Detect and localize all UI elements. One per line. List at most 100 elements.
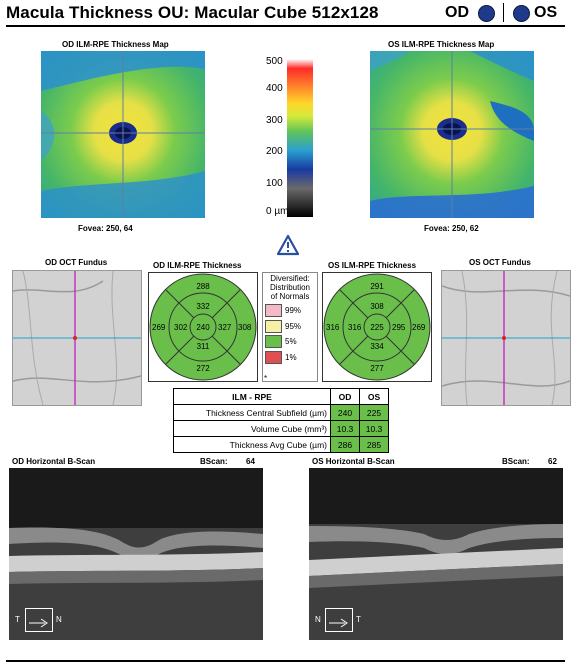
legend-item-99: 99% [265,303,315,319]
table-row: Thickness Avg Cube (µm) 286 285 [173,436,389,453]
od-etdrs-rings [148,272,258,382]
od-bscan-image[interactable]: T N [9,468,263,640]
row-od-volume-cube: 10.3 [330,420,360,437]
od-etdrs-outer-right: 308 [238,323,252,332]
table-header-os: OS [359,388,389,405]
os-etdrs-inner-bottom: 334 [370,342,384,351]
os-etdrs-title: OS ILM-RPE Thickness [328,261,417,270]
table-header-row: ILM - RPE OD OS [173,388,389,405]
os-thickness-map[interactable] [370,51,534,218]
os-etdrs-outer-top: 291 [370,282,384,291]
legend-swatch-5 [265,335,282,349]
legend-title-2: Distribution [269,283,310,292]
warning-triangle-icon [276,234,300,261]
os-bscan-value: 62 [548,457,557,466]
scale-tick-200: 200 [266,146,283,157]
row-label-volume-cube: Volume Cube (mm³) [173,420,331,437]
legend-item-5: 5% [265,334,315,350]
row-os-volume-cube: 10.3 [359,420,389,437]
os-etdrs-outer-bottom: 277 [370,364,384,373]
od-bscan-label: BScan: [200,457,228,466]
os-bscan-orient-left: N [315,615,321,624]
od-thickness-map[interactable] [41,51,205,218]
os-arrow-right-icon [329,615,349,633]
od-etdrs-inner-bottom: 311 [196,342,210,351]
os-etdrs-outer-right: 269 [412,323,426,332]
os-etdrs-center: 225 [370,323,384,332]
legend-swatch-99 [265,304,282,318]
row-label-central-subfield: Thickness Central Subfield (µm) [173,404,331,421]
os-fundus-title: OS OCT Fundus [469,258,531,267]
legend-swatch-1 [265,350,282,364]
od-bscan-value: 64 [246,457,255,466]
thickness-color-scale [287,59,313,217]
legend-item-95: 95% [265,319,315,335]
os-bscan-label: BScan: [502,457,530,466]
scale-tick-400: 400 [266,83,283,94]
legend-title-3: of Normals [270,292,310,301]
od-bscan-title: OD Horizontal B-Scan [12,457,96,466]
os-etdrs-grid[interactable]: 225 308 334 316 295 291 277 316 269 [322,272,432,382]
od-arrow-right-icon [29,615,49,633]
table-row: Thickness Central Subfield (µm) 240 225 [173,404,389,421]
od-etdrs-title: OD ILM-RPE Thickness [153,261,242,270]
os-eye-dot-icon [513,5,530,22]
os-etdrs-inner-right: 295 [392,323,406,332]
od-thickness-map-image [41,51,205,218]
row-os-avg-cube: 285 [359,436,389,453]
scale-tick-100: 100 [266,178,283,189]
row-od-avg-cube: 286 [330,436,360,453]
os-bscan-title: OS Horizontal B-Scan [312,457,395,466]
od-etdrs-outer-top: 288 [196,282,210,291]
os-bscan-image[interactable]: N T [309,468,563,640]
od-etdrs-inner-left: 302 [174,323,188,332]
legend-title-1: Diversified: [270,274,310,283]
os-etdrs-inner-left: 316 [348,323,362,332]
od-fovea-label: Fovea: 250, 64 [78,224,133,233]
od-etdrs-inner-top: 332 [196,302,210,311]
od-etdrs-center: 240 [196,323,210,332]
scale-tick-300: 300 [266,115,283,126]
scale-tick-0: 0 µm [266,206,289,217]
ilm-rpe-stats-table: ILM - RPE OD OS Thickness Central Subfie… [173,388,389,453]
os-label: OS [534,4,558,21]
legend-swatch-95 [265,319,282,333]
eye-separator [503,3,504,22]
od-thickness-map-title: OD ILM-RPE Thickness Map [62,40,169,49]
os-thickness-map-title: OS ILM-RPE Thickness Map [388,40,495,49]
od-bscan-drawing [9,468,263,640]
od-etdrs-outer-bottom: 272 [196,364,210,373]
report-title: Macula Thickness OU: Macular Cube 512x12… [6,3,379,22]
od-fundus-drawing [13,271,141,405]
od-fundus-image[interactable] [12,270,142,406]
os-fundus-drawing [442,271,570,405]
od-label: OD [445,4,469,21]
os-etdrs-rings [322,272,432,382]
os-thickness-map-image [370,51,534,218]
od-etdrs-inner-right: 327 [218,323,232,332]
table-header-od: OD [330,388,360,405]
od-eye-dot-icon [478,5,495,22]
row-od-central-subfield: 240 [330,404,360,421]
os-fovea-label: Fovea: 250, 62 [424,224,479,233]
footer-rule [6,660,565,662]
od-bscan-orient-left: T [15,615,20,624]
od-etdrs-outer-left: 269 [152,323,166,332]
row-label-avg-cube: Thickness Avg Cube (µm) [173,436,331,453]
table-header-label: ILM - RPE [173,388,331,405]
row-os-central-subfield: 225 [359,404,389,421]
legend-dagger: * [264,374,268,383]
os-bscan-orientation-box [325,608,353,632]
od-bscan-orientation-box [25,608,53,632]
normals-legend: Diversified: Distribution of Normals 99%… [262,272,318,382]
od-fundus-title: OD OCT Fundus [45,258,108,267]
os-bscan-orient-right: T [356,615,361,624]
scale-tick-500: 500 [266,56,283,67]
od-etdrs-grid[interactable]: 240 332 311 302 327 288 272 269 308 [148,272,258,382]
os-etdrs-inner-top: 308 [370,302,384,311]
os-bscan-drawing [309,468,563,640]
os-fundus-image[interactable] [441,270,571,406]
od-bscan-orient-right: N [56,615,62,624]
header-rule [6,25,565,27]
os-etdrs-outer-left: 316 [326,323,340,332]
